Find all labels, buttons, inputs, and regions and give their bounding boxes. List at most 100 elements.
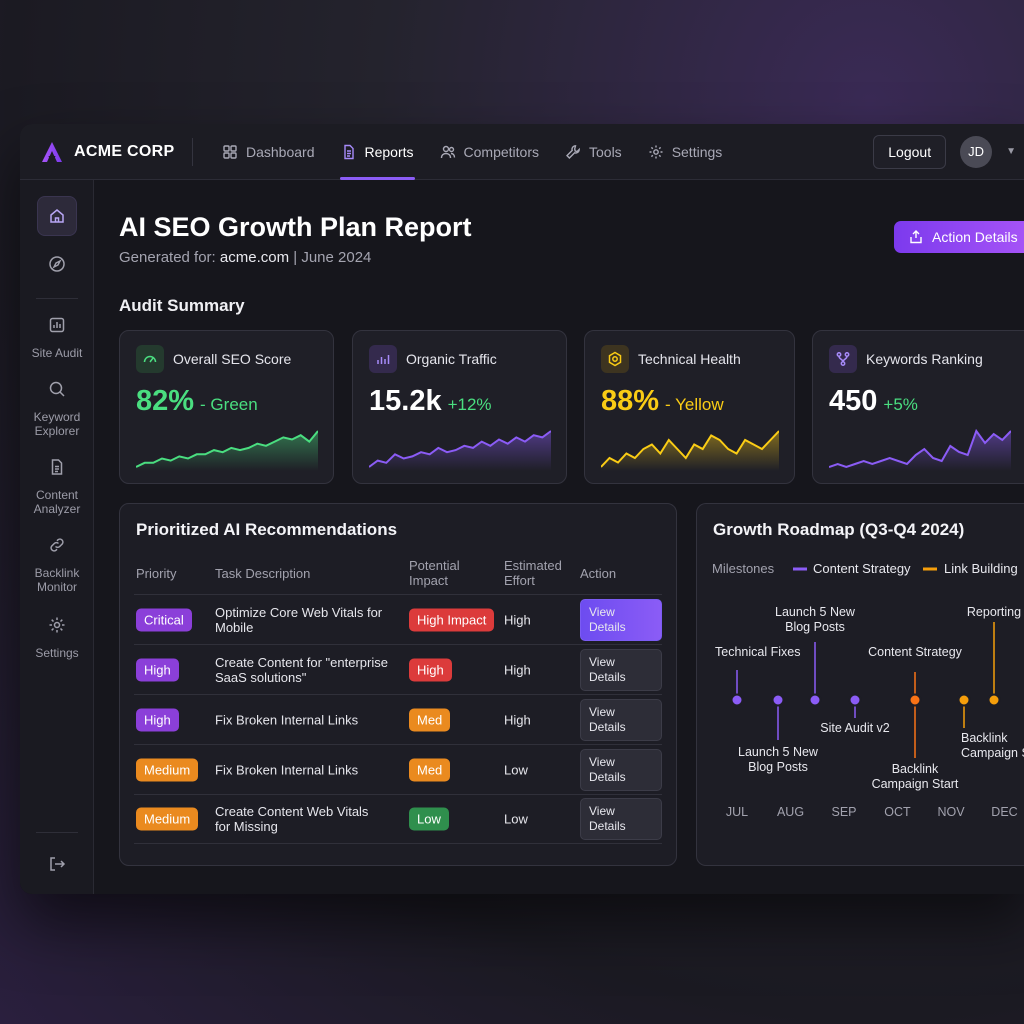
nav-item-competitors[interactable]: Competitors: [427, 124, 552, 180]
effort-value: High: [504, 712, 531, 727]
card-organic-traffic[interactable]: Organic Traffic 15.2k +12%: [352, 330, 567, 484]
nav-item-reports[interactable]: Reports: [328, 124, 427, 180]
view-details-button[interactable]: View Details: [580, 798, 662, 840]
view-details-button[interactable]: View Details: [580, 598, 662, 641]
milestone-dot[interactable]: [848, 693, 862, 707]
grid-icon: [223, 144, 237, 159]
col-header-effort: Estimated Effort: [504, 558, 562, 588]
card-title: Technical Health: [638, 351, 741, 367]
sidebar-item-label: Settings: [35, 646, 79, 660]
milestone-dot[interactable]: [771, 693, 785, 707]
legend-label: Milestones: [712, 561, 775, 576]
sidebar-icon-box: [37, 244, 77, 284]
milestone-dot[interactable]: [808, 693, 822, 707]
milestone-label: Launch 5 New: [775, 605, 856, 619]
nav-label: Reports: [364, 143, 414, 160]
sidebar-icon-box: [37, 452, 77, 482]
brand[interactable]: ACME CORP: [20, 140, 192, 164]
milestone-dot[interactable]: [957, 693, 971, 707]
sidebar-item-site-audit[interactable]: Site Audit: [20, 310, 94, 360]
table-row: Medium Fix Broken Internal Links Med Low…: [134, 744, 662, 794]
recommendations-panel: Prioritized AI Recommendations Priority …: [119, 503, 677, 866]
effort-value: High: [504, 612, 531, 627]
wrench-icon: [566, 144, 580, 159]
milestone-label: Technical Fixes: [715, 645, 800, 659]
users-icon: [440, 145, 455, 158]
bar-chart-icon: [369, 345, 397, 373]
sidebar-divider: [36, 298, 78, 299]
sparkline-keywords-ranking: [829, 428, 1011, 471]
roadmap-panel: Growth Roadmap (Q3-Q4 2024) Milestones C…: [696, 503, 1024, 866]
sidebar-item-explore[interactable]: [20, 244, 94, 284]
milestone-label: Site Audit v2: [820, 721, 890, 735]
impact-badge: Med: [409, 758, 451, 781]
avatar[interactable]: JD: [960, 135, 993, 168]
card-seo-score[interactable]: Overall SEO Score 82% - Green: [119, 330, 334, 484]
month-label: AUG: [777, 805, 804, 819]
card-value: 88% - Yellow: [601, 385, 724, 417]
card-header: Keywords Ranking: [829, 345, 983, 373]
view-details-button[interactable]: View Details: [580, 648, 662, 691]
milestone-label: Campaign Start: [872, 777, 959, 791]
milestone-dot[interactable]: [730, 693, 744, 707]
milestone-dot[interactable]: [987, 693, 1001, 707]
task-description: Create Content for "enterprise SaaS solut…: [215, 654, 388, 685]
sidebar-item-keyword-explorer[interactable]: Keyword Explorer: [20, 374, 94, 438]
chevron-down-icon[interactable]: ▼: [1006, 146, 1016, 157]
sparkline-organic-traffic: [369, 430, 551, 471]
sparkline-line: [601, 430, 779, 468]
month-label: OCT: [884, 805, 911, 819]
card-technical-health[interactable]: Technical Health 88% - Yellow: [584, 330, 795, 484]
legend-item-link-building: Link Building: [944, 561, 1018, 576]
view-details-button[interactable]: View Details: [580, 748, 662, 791]
milestone-label: Backlink: [961, 731, 1008, 745]
sparkline-line: [369, 430, 551, 468]
recommendations-title: Prioritized AI Recommendations: [136, 520, 398, 539]
milestone-label: Launch 5 New: [738, 745, 819, 759]
milestone-label: Backlink: [892, 762, 939, 776]
sparkline-line: [829, 428, 1011, 469]
sidebar-item-label: Backlink Monitor: [34, 566, 80, 594]
sidebar-item-content-analyzer[interactable]: Content Analyzer: [20, 452, 94, 516]
sidebar-item-backlink-monitor[interactable]: Backlink Monitor: [20, 530, 94, 594]
view-details-button[interactable]: View Details: [580, 698, 662, 741]
nav-item-dashboard[interactable]: Dashboard: [209, 124, 328, 180]
card-header: Organic Traffic: [369, 345, 497, 373]
table-row: High Fix Broken Internal Links Med High …: [134, 694, 662, 744]
milestone-dot[interactable]: [908, 693, 922, 707]
task-description: Fix Broken Internal Links: [215, 762, 359, 777]
sparkline-area: [369, 431, 551, 471]
logout-button[interactable]: Logout: [873, 134, 947, 169]
sidebar-item-settings[interactable]: Settings: [20, 610, 94, 660]
action-details-button[interactable]: Action Details: [894, 221, 1024, 253]
table-row: Critical Optimize Core Web Vitals for Mob…: [134, 594, 662, 644]
nav-label: Settings: [671, 143, 723, 160]
impact-badge: High: [409, 658, 452, 681]
sidebar-item-logout[interactable]: [20, 844, 94, 884]
nav-item-tools[interactable]: Tools: [552, 124, 635, 180]
brand-logo-icon: [42, 141, 62, 162]
priority-badge: High: [136, 658, 179, 681]
roadmap-chart: Milestones Content Strategy Link Buildin…: [711, 561, 1024, 819]
nav-label: Tools: [589, 143, 622, 160]
col-header-task: Task Description: [215, 566, 311, 581]
page-title: AI SEO Growth Plan Report: [119, 212, 472, 242]
card-value: 450 +5%: [829, 385, 918, 417]
cog-icon: [601, 345, 629, 373]
action-details-label: Action Details: [932, 229, 1018, 245]
month-label: SEP: [831, 805, 856, 819]
priority-badge: Medium: [136, 807, 199, 831]
main-nav: Dashboard Reports Competitors Tools Sett…: [209, 124, 735, 180]
sidebar-item-home[interactable]: [20, 196, 94, 236]
legend-item-content-strategy: Content Strategy: [813, 561, 911, 576]
card-delta: +12%: [447, 395, 492, 414]
sidebar-item-label: Keyword Explorer: [33, 410, 81, 438]
nav-item-settings[interactable]: Settings: [635, 124, 736, 180]
roadmap-title: Growth Roadmap (Q3-Q4 2024): [713, 520, 965, 539]
milestone-label: Blog Posts: [785, 620, 845, 634]
sidebar-item-label: Content Analyzer: [33, 488, 81, 516]
impact-badge: High Impact: [409, 608, 495, 631]
card-header: Technical Health: [601, 345, 741, 373]
card-keywords-ranking[interactable]: Keywords Ranking 450 +5%: [812, 330, 1024, 484]
sidebar-icon-box: [37, 844, 77, 884]
